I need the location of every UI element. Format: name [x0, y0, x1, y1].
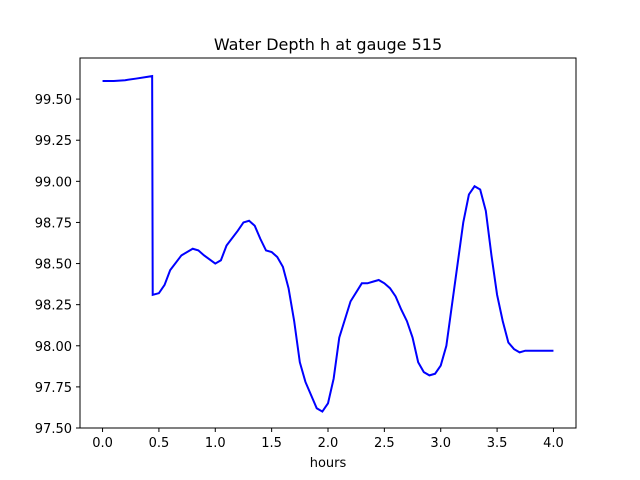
x-tick-label: 3.5	[487, 436, 508, 451]
y-tick-label: 98.75	[35, 216, 72, 231]
x-axis-label: hours	[310, 456, 347, 471]
x-tick-label: 0.0	[92, 436, 113, 451]
x-tick-label: 2.0	[318, 436, 339, 451]
y-axis: 97.50 97.75 98.00 98.25 98.50 98.75 99.00 99.25…	[35, 93, 80, 437]
x-tick-label: 1.0	[205, 436, 226, 451]
series-line-water-depth	[102, 74, 554, 413]
x-axis: 0.0 0.5 1.0 1.5 2.0 2.5 3.0 3.5 4.0	[92, 428, 564, 451]
x-tick-label: 3.0	[430, 436, 451, 451]
y-tick-label: 98.50	[35, 258, 72, 273]
x-tick-label: 4.0	[543, 436, 564, 451]
x-tick-label: 2.5	[374, 436, 395, 451]
y-tick-label: 99.50	[35, 93, 72, 108]
chart-title: Water Depth h at gauge 515	[214, 35, 442, 54]
y-tick-label: 99.25	[35, 134, 72, 149]
x-tick-label: 1.5	[261, 436, 282, 451]
plot-area	[102, 74, 554, 413]
y-tick-label: 97.50	[35, 422, 72, 437]
y-tick-label: 98.25	[35, 299, 72, 314]
y-tick-label: 97.75	[35, 381, 72, 396]
y-tick-label: 98.00	[35, 340, 72, 355]
y-tick-label: 99.00	[35, 175, 72, 190]
x-tick-label: 0.5	[149, 436, 170, 451]
